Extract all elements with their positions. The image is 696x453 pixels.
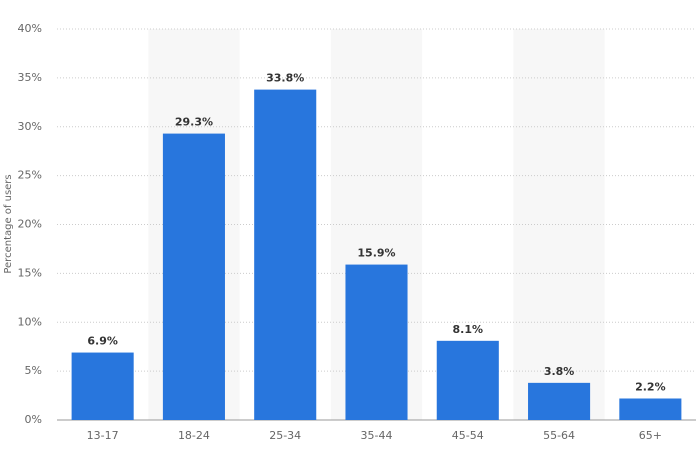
value-label: 2.2% (635, 380, 666, 393)
bar (162, 133, 225, 420)
x-tick-label: 35-44 (361, 429, 393, 442)
value-label: 8.1% (453, 323, 484, 336)
y-tick-label: 15% (18, 266, 42, 279)
bar (345, 264, 408, 420)
x-tick-label: 55-64 (543, 429, 575, 442)
bar (254, 89, 317, 420)
value-label: 15.9% (357, 247, 395, 260)
y-tick-label: 40% (18, 22, 42, 35)
value-label: 29.3% (175, 116, 213, 129)
x-tick-label: 18-24 (178, 429, 210, 442)
y-tick-label: 25% (18, 169, 42, 182)
value-label: 33.8% (266, 72, 304, 85)
y-tick-label: 10% (18, 315, 42, 328)
y-axis-label: Percentage of users (3, 174, 14, 273)
bar (528, 382, 591, 420)
y-tick-label: 30% (18, 120, 42, 133)
bar (71, 352, 134, 420)
value-label: 3.8% (544, 365, 575, 378)
y-tick-label: 0% (25, 413, 42, 426)
y-tick-label: 35% (18, 71, 42, 84)
x-tick-label: 45-54 (452, 429, 484, 442)
value-label: 6.9% (87, 335, 118, 348)
y-tick-label: 5% (25, 364, 42, 377)
x-tick-label: 65+ (639, 429, 662, 442)
x-tick-label: 13-17 (87, 429, 119, 442)
y-tick-label: 20% (18, 218, 42, 231)
x-tick-label: 25-34 (269, 429, 301, 442)
bar (436, 340, 499, 420)
bar (619, 398, 682, 420)
